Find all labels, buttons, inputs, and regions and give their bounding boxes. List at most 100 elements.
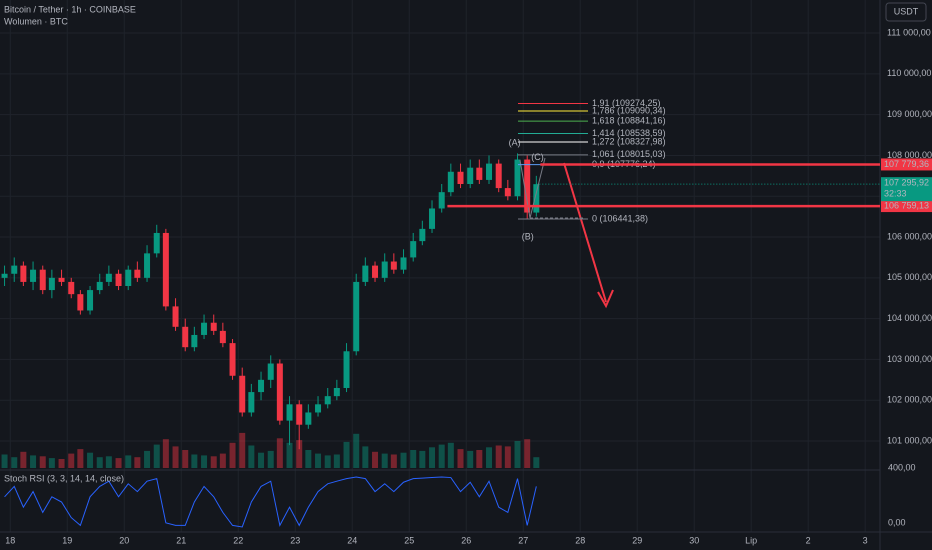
volume-bar — [96, 457, 103, 468]
candle-body — [58, 277, 65, 282]
chart-title: Bitcoin / Tether · 1h · COINBASE — [4, 4, 136, 14]
candle-body — [172, 306, 179, 327]
candle-body — [333, 387, 340, 397]
candle-body — [276, 363, 283, 421]
x-tick-label: 25 — [404, 535, 414, 545]
volume-bar — [315, 453, 322, 468]
volume-bar — [191, 454, 198, 468]
candle-body — [524, 159, 531, 213]
volume-bar — [486, 447, 493, 468]
x-tick-label: Lip — [745, 535, 757, 545]
candle-body — [68, 281, 75, 295]
volume-bar — [201, 455, 208, 468]
volume-bar — [524, 439, 531, 468]
candle-body — [20, 265, 27, 282]
stoch-line — [4, 476, 537, 528]
candle-body — [210, 322, 217, 331]
fib-label: 1,786 (109090,34) — [592, 105, 666, 115]
price-tag-label: 107 779,36 — [884, 159, 929, 169]
x-tick-label: 28 — [575, 535, 585, 545]
candle-body — [39, 269, 46, 291]
x-tick-label: 29 — [632, 535, 642, 545]
candle-body — [353, 281, 360, 352]
volume-bar — [504, 446, 511, 468]
currency-label: USDT — [894, 6, 919, 16]
volume-bar — [467, 450, 474, 468]
volume-bar — [267, 450, 274, 468]
candle-body — [504, 188, 511, 197]
volume-bar — [429, 447, 436, 468]
volume-bar — [476, 450, 483, 468]
volume-bar — [248, 445, 255, 468]
candle-body — [248, 392, 255, 413]
candle-body — [87, 290, 94, 311]
volume-bar — [400, 452, 407, 468]
candle-body — [343, 351, 350, 388]
x-tick-label: 3 — [863, 535, 868, 545]
volume-bar — [11, 457, 18, 468]
candle-body — [286, 404, 293, 421]
fib-label: 1,414 (108538,59) — [592, 128, 666, 138]
candle-body — [96, 281, 103, 291]
fib-label: 0 (106441,38) — [592, 213, 648, 223]
volume-bar — [533, 457, 540, 468]
volume-bar — [410, 450, 417, 468]
candle-body — [125, 269, 132, 286]
candle-body — [239, 375, 246, 413]
y-tick-label: 101 000,00 — [887, 435, 932, 445]
volume-bar — [390, 454, 397, 468]
volume-bar — [258, 452, 265, 468]
volume-bar — [144, 450, 151, 468]
volume-bar — [239, 432, 246, 468]
candle-body — [191, 334, 198, 348]
y-tick-label: 109 000,00 — [887, 109, 932, 119]
volume-bar — [457, 449, 464, 468]
y-tick-label: 102 000,00 — [887, 395, 932, 405]
candle-body — [324, 396, 331, 405]
volume-bar — [134, 457, 141, 468]
volume-bar — [153, 444, 160, 468]
x-tick-label: 22 — [233, 535, 243, 545]
y-tick-label: 106 000,00 — [887, 231, 932, 241]
x-tick-label: 2 — [806, 535, 811, 545]
candle-body — [438, 192, 445, 209]
candle-body — [115, 273, 122, 286]
volume-bar — [125, 455, 132, 468]
y-tick-label: 110 000,00 — [887, 68, 931, 78]
volume-bar — [286, 442, 293, 468]
fib-label: 1,272 (108327,98) — [592, 136, 666, 146]
candle-body — [219, 330, 226, 344]
candle-body — [153, 232, 160, 254]
price-tag-label: 106 759,13 — [884, 200, 929, 210]
x-tick-label: 18 — [5, 535, 15, 545]
currency-button[interactable] — [885, 2, 927, 22]
candle-body — [390, 261, 397, 270]
indicator-axis-label: 0,00 — [888, 517, 906, 527]
candle-body — [400, 257, 407, 270]
x-tick-label: 23 — [290, 535, 300, 545]
price-tag — [881, 158, 932, 171]
candle-body — [514, 159, 521, 197]
volume-bar — [372, 451, 379, 468]
volume-bar — [305, 450, 312, 468]
volume-bar — [495, 445, 502, 468]
volume-bar — [438, 444, 445, 468]
y-tick-label: 105 000,00 — [887, 272, 932, 282]
volume-bar — [296, 440, 303, 468]
candle-body — [134, 269, 141, 278]
volume-bar — [87, 452, 94, 468]
volume-bar — [48, 458, 55, 468]
volume-bar — [447, 442, 454, 468]
x-tick-label: 21 — [176, 535, 186, 545]
candle-body — [410, 241, 417, 258]
volume-bar — [1, 454, 8, 468]
wave-label: (A) — [509, 138, 521, 148]
x-tick-label: 20 — [119, 535, 129, 545]
volume-bar — [229, 442, 236, 468]
volume-bar — [58, 459, 65, 468]
volume-bar — [77, 449, 84, 468]
x-tick-label: 26 — [461, 535, 471, 545]
volume-bar — [219, 453, 226, 468]
volume-bar — [20, 451, 27, 468]
y-tick-label: 108 000,00 — [887, 150, 932, 160]
